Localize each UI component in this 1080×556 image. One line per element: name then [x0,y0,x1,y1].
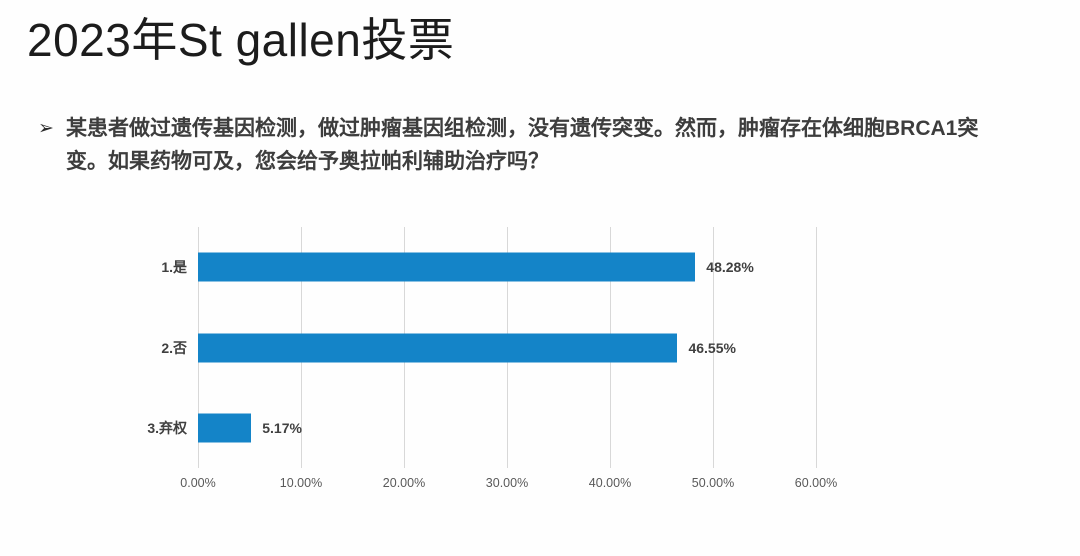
gridline [713,227,714,468]
value-label: 48.28% [706,259,754,276]
arrow-bullet-icon: ➢ [38,118,54,139]
bar [198,252,696,282]
page-title: 2023年St gallen投票 [27,14,455,66]
x-tick-label: 20.00% [382,476,426,490]
category-label: 3.弃权 [147,419,187,436]
bar [198,413,252,443]
gridline [816,227,817,468]
value-label: 5.17% [262,419,302,436]
x-tick-label: 10.00% [279,476,323,490]
x-axis: 0.00% 10.00% 20.00% 30.00% 40.00% 50.00% 60.00… [180,476,837,496]
question-line-1: 某患者做过遗传基因检测，做过肿瘤基因组检测，没有遗传突变。然而，肿瘤存在体细胞B… [66,117,979,140]
value-label: 46.55% [688,339,736,356]
question-line-2: 变。如果药物可及，您会给予奥拉帕利辅助治疗吗？ [66,150,549,173]
question-text: 某患者做过遗传基因检测，做过肿瘤基因组检测，没有遗传突变。然而，肿瘤存在体细胞B… [66,112,1058,178]
x-tick-label: 40.00% [588,476,632,490]
category-label: 2.否 [161,339,187,356]
x-tick-label: 0.00% [180,476,216,490]
x-tick-label: 50.00% [691,476,735,490]
x-tick-label: 60.00% [794,476,838,490]
category-label: 1.是 [161,259,187,276]
x-tick-label: 30.00% [485,476,529,490]
bar [198,333,678,362]
question-block: ➢ 某患者做过遗传基因检测，做过肿瘤基因组检测，没有遗传突变。然而，肿瘤存在体细… [38,112,1058,178]
plot-area: 1.是 48.28% 2.否 46.55% 3.弃权 5.17% [147,227,817,468]
